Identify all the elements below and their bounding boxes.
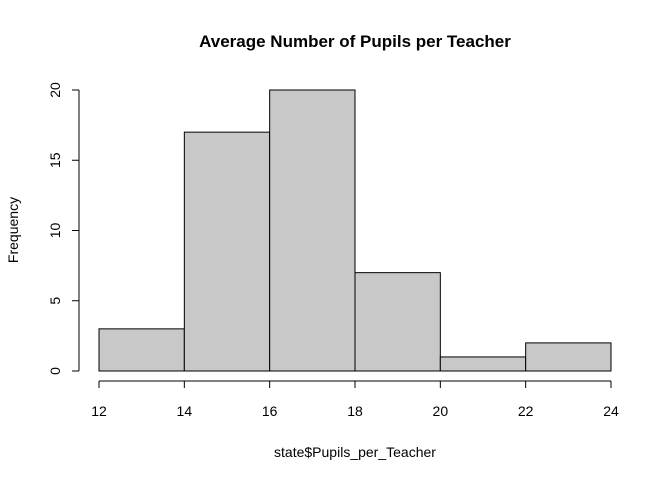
x-tick-label-5: 22: [518, 403, 534, 419]
x-tick-label-4: 20: [433, 403, 449, 419]
y-tick-label-2: 10: [47, 223, 63, 239]
histogram-bar-1: [183, 131, 271, 372]
x-tick-label-3: 18: [347, 403, 363, 419]
x-tick-label-6: 24: [603, 403, 619, 419]
x-axis: 12 14 16 18 20 22 24: [91, 380, 619, 419]
histogram-bar-4: [439, 356, 527, 372]
y-tick-label-4: 20: [47, 82, 63, 98]
histogram-bar-3: [354, 272, 441, 372]
histogram-bar-2: [269, 89, 356, 372]
y-tick-label-1: 5: [47, 297, 63, 305]
y-axis-label: Frequency: [5, 197, 21, 263]
x-tick-label-0: 12: [91, 403, 107, 419]
x-tick-label-2: 16: [262, 403, 278, 419]
histogram-bar-5: [525, 342, 612, 372]
y-tick-label-0: 0: [47, 367, 63, 375]
y-axis: 0 5 10 15 20: [47, 82, 80, 375]
histogram-bar-0: [98, 328, 185, 372]
x-axis-label: state$Pupils_per_Teacher: [274, 444, 436, 460]
x-tick-label-1: 14: [177, 403, 193, 419]
bars-group: [98, 89, 612, 372]
chart-title: Average Number of Pupils per Teacher: [199, 32, 511, 51]
y-tick-label-3: 15: [47, 152, 63, 168]
